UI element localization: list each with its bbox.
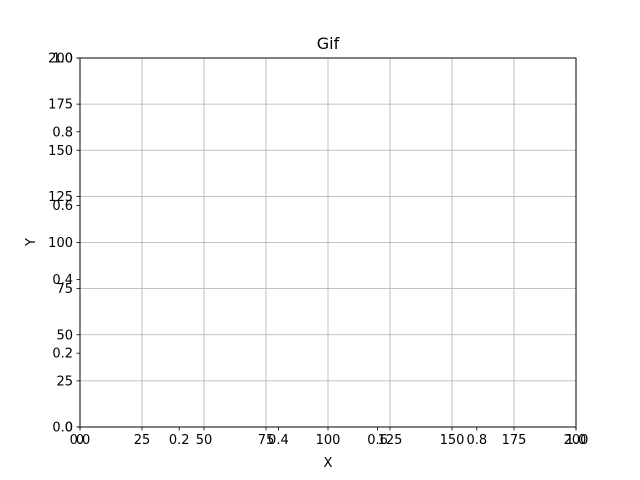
x-tick-label: 50 — [196, 433, 213, 448]
x2-tick-label: 0.2 — [169, 433, 190, 448]
y-tick-label: 150 — [48, 144, 73, 159]
y-axis-label: Y — [24, 238, 39, 247]
y2-tick-label: 0.4 — [52, 273, 73, 288]
x-tick-label: 100 — [316, 433, 341, 448]
x-tick-label: 150 — [440, 433, 465, 448]
plot-frame — [79, 57, 577, 428]
x-tick-label: 200 — [564, 433, 589, 448]
y2-tick-label: 0.8 — [52, 125, 73, 140]
x-tick-label: 175 — [502, 433, 527, 448]
y2-tick-label: 0.6 — [52, 199, 73, 214]
tick-labels: 0 25 50 75 100 125 150 175 200 0 25 50 75 100 125 150 17… — [48, 52, 588, 449]
x2-tick-label: 1.0 — [566, 433, 587, 448]
x2-tick-label: 0.6 — [367, 433, 388, 448]
x-tick-label: 0 — [76, 433, 84, 448]
y-tick-label: 100 — [48, 236, 73, 251]
x-tick-label: 125 — [378, 433, 403, 448]
chart-title: Gif — [317, 34, 340, 53]
x-tick-label: 75 — [258, 433, 275, 448]
y-tick-label: 25 — [56, 374, 73, 389]
y-tick-label: 125 — [48, 190, 73, 205]
x-axis-label: X — [324, 456, 333, 471]
x-tick-label: 25 — [134, 433, 151, 448]
y2-tick-label: 1.0 — [52, 52, 73, 67]
y-tick-label: 200 — [48, 52, 73, 67]
y-tick-label: 75 — [56, 282, 73, 297]
y-tick-label: 0 — [65, 421, 73, 436]
x2-tick-label: 0.4 — [268, 433, 289, 448]
y-tick-label: 175 — [48, 98, 73, 113]
y2-tick-label: 0.2 — [52, 347, 73, 362]
x2-tick-label: 0.0 — [70, 433, 91, 448]
tick-marks — [76, 57, 577, 431]
x2-tick-label: 0.8 — [466, 433, 487, 448]
y2-tick-label: 0.0 — [52, 421, 73, 436]
y-tick-label: 50 — [56, 328, 73, 343]
